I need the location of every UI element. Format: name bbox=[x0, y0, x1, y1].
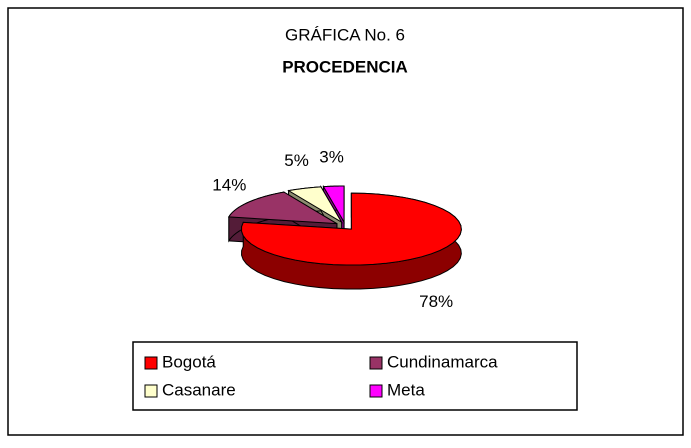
legend-swatch bbox=[144, 384, 158, 398]
data-label: 5% bbox=[284, 151, 309, 170]
legend-label: Bogotá bbox=[162, 352, 216, 371]
chart-subtitle: PROCEDENCIA bbox=[282, 57, 408, 76]
slice-top bbox=[287, 186, 344, 224]
legend-swatch bbox=[369, 384, 383, 398]
legend-swatch bbox=[144, 356, 158, 370]
slice-top bbox=[322, 185, 345, 224]
legend-label: Cundinamarca bbox=[387, 352, 498, 371]
legend-swatch bbox=[369, 356, 383, 370]
legend-label: Casanare bbox=[162, 380, 236, 399]
slice-top bbox=[227, 191, 338, 225]
slice bbox=[241, 192, 462, 290]
slice-top bbox=[241, 192, 462, 266]
legend-box bbox=[132, 341, 578, 411]
data-label: 78% bbox=[419, 292, 453, 311]
data-label: 3% bbox=[319, 147, 344, 166]
chart-title: GRÁFICA No. 6 bbox=[285, 25, 405, 44]
data-label: 14% bbox=[212, 175, 246, 194]
legend-label: Meta bbox=[387, 380, 425, 399]
